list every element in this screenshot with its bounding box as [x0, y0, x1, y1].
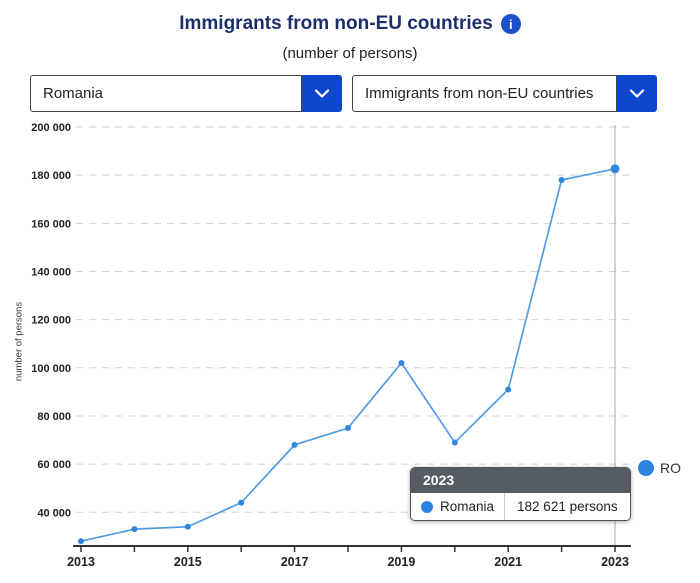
- data-point-2013[interactable]: [78, 538, 84, 545]
- info-icon[interactable]: i: [500, 14, 521, 34]
- indicator-select[interactable]: Immigrants from non-EU countries: [352, 75, 657, 112]
- indicator-select-button[interactable]: [617, 75, 657, 112]
- data-point-2014[interactable]: [131, 526, 138, 533]
- country-select[interactable]: Romania: [30, 75, 342, 112]
- legend-item-ro[interactable]: RO: [638, 460, 681, 476]
- y-tick-label: 180 000: [31, 170, 71, 182]
- page-header: Immigrants from non-EU countries i: [0, 13, 700, 35]
- data-point-2019[interactable]: [398, 359, 405, 366]
- chevron-down-icon: [314, 86, 330, 101]
- y-axis-title: number of persons: [13, 301, 25, 382]
- chart-area: number of persons 40 000 60 000 80 000 100 …: [0, 118, 700, 578]
- x-tick-label: 2015: [174, 555, 202, 569]
- y-tick-label: 60 000: [37, 459, 71, 471]
- y-tick-label: 140 000: [31, 266, 71, 278]
- x-tick-label: 2023: [601, 555, 629, 569]
- tooltip-series-marker-icon: [421, 500, 433, 513]
- indicator-select-value: Immigrants from non-EU countries: [352, 75, 617, 112]
- data-point-2017[interactable]: [291, 441, 298, 448]
- chart-tooltip: 2023 Romania 182 621 persons: [410, 467, 631, 521]
- tooltip-body: Romania 182 621 persons: [411, 493, 630, 520]
- data-point-2018[interactable]: [345, 425, 351, 432]
- page-title: Immigrants from non-EU countries: [179, 13, 493, 34]
- y-tick-label: 120 000: [31, 315, 71, 327]
- x-tick-label: 2013: [67, 555, 95, 569]
- data-point-2020[interactable]: [451, 439, 458, 446]
- data-point-2021[interactable]: [505, 386, 512, 393]
- y-tick-label: 40 000: [37, 507, 71, 519]
- x-tick-label: 2017: [281, 555, 309, 569]
- data-point-2016[interactable]: [238, 499, 245, 506]
- country-select-button[interactable]: [302, 75, 342, 112]
- x-tick-label: 2021: [494, 555, 522, 569]
- tooltip-series-label: Romania: [440, 499, 495, 514]
- tooltip-series-cell: Romania: [411, 493, 504, 520]
- y-tick-label: 160 000: [31, 218, 71, 230]
- line-chart: 40 000 60 000 80 000 100 000 120 000 140 000 1…: [31, 122, 631, 569]
- y-tick-label: 200 000: [31, 122, 71, 134]
- data-point-2022[interactable]: [558, 176, 565, 183]
- data-point-2015[interactable]: [184, 523, 191, 530]
- data-point-2023[interactable]: [610, 164, 620, 174]
- page-subtitle: (number of persons): [282, 45, 418, 62]
- chevron-down-icon: [629, 86, 645, 101]
- x-tick-label: 2019: [387, 555, 415, 569]
- legend-label: RO: [660, 460, 681, 476]
- y-tick-label: 80 000: [37, 411, 71, 423]
- country-select-value: Romania: [30, 75, 302, 112]
- y-tick-label: 100 000: [31, 363, 71, 375]
- tooltip-year: 2023: [411, 468, 630, 493]
- legend-marker-icon: [638, 460, 654, 476]
- tooltip-value: 182 621 persons: [504, 493, 630, 520]
